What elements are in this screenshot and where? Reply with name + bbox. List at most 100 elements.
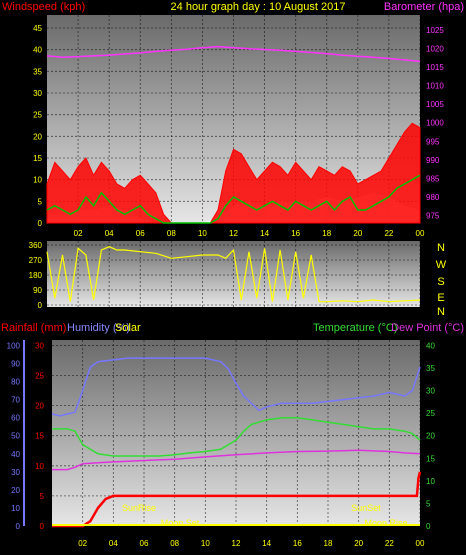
windspeed-axis-title: Windspeed (kph) [2, 1, 85, 13]
time-tick-label: 06 [136, 229, 145, 238]
solar-axis-title: Solar [115, 322, 141, 334]
time-tick-label: 22 [385, 539, 394, 548]
wind-direction-series [46, 246, 421, 303]
sunset-label: SunSet [351, 503, 381, 513]
dew-point-axis-title: Dew Point (°C) [391, 322, 464, 334]
barometer-tick-label: 975 [426, 212, 440, 221]
windspeed-tick-label: 0 [38, 219, 43, 228]
barometer-tick-label: 995 [426, 137, 440, 146]
humidity-tick-label: 0 [16, 522, 21, 531]
time-tick-label: 18 [322, 229, 331, 238]
humidity-series [51, 357, 421, 417]
barometer-axis-title: Barometer (hpa) [384, 1, 464, 13]
time-tick-label: 18 [324, 539, 333, 548]
barometer-tick-label: 1005 [426, 100, 444, 109]
barometer-tick-label: 1000 [426, 119, 444, 128]
time-tick-label: 04 [105, 229, 114, 238]
time-tick-label: 02 [74, 229, 83, 238]
moonrise-label: Moon Rise [364, 518, 407, 528]
time-tick-label: 22 [384, 229, 393, 238]
time-tick-label: 04 [109, 539, 118, 548]
time-tick-label: 06 [140, 539, 149, 548]
temperature-tick-label: 40 [426, 341, 435, 350]
direction-tick-label: 180 [29, 271, 43, 280]
barometer-series [46, 45, 421, 63]
barometer-tick-label: 1010 [426, 82, 444, 91]
compass-label: W [436, 259, 447, 271]
time-tick-label: 02 [78, 539, 87, 548]
rainfall-tick-label: 0 [40, 522, 45, 531]
humidity-tick-label: 10 [11, 504, 20, 513]
barometer-tick-label: 980 [426, 193, 440, 202]
humidity-axis-title: Humidity (%) [67, 322, 130, 334]
time-tick-label: 12 [232, 539, 241, 548]
compass-label: S [437, 276, 444, 288]
humidity-tick-label: 30 [11, 468, 20, 477]
temperature-tick-label: 10 [426, 477, 435, 486]
time-tick-label: 14 [260, 229, 269, 238]
barometer-tick-label: 1015 [426, 63, 444, 72]
barometer-tick-label: 1020 [426, 44, 444, 53]
moonset-label: Moon Set [161, 518, 200, 528]
temperature-tick-label: 20 [426, 432, 435, 441]
direction-tick-label: 0 [38, 301, 43, 310]
time-tick-label: 00 [416, 539, 425, 548]
rainfall-tick-label: 30 [35, 341, 44, 350]
windspeed-tick-label: 25 [33, 111, 42, 120]
windspeed-tick-label: 5 [38, 197, 43, 206]
rainfall-axis-title: Rainfall (mm) [1, 322, 66, 334]
humidity-tick-label: 40 [11, 450, 20, 459]
rainfall-tick-label: 10 [35, 462, 44, 471]
temperature-tick-label: 0 [426, 522, 431, 531]
time-tick-label: 08 [170, 539, 179, 548]
windspeed-tick-label: 35 [33, 67, 42, 76]
humidity-tick-label: 80 [11, 378, 20, 387]
humidity-tick-label: 50 [11, 432, 20, 441]
temperature-tick-label: 25 [426, 409, 435, 418]
time-tick-label: 10 [198, 229, 207, 238]
humidity-tick-label: 20 [11, 486, 20, 495]
windspeed-tick-label: 15 [33, 154, 42, 163]
dew-point-series [52, 449, 421, 471]
wind-gust-series [46, 122, 421, 224]
time-tick-label: 14 [262, 539, 271, 548]
humidity-tick-label: 90 [11, 359, 20, 368]
chart-title: 24 hour graph day : 10 August 2017 [171, 1, 346, 13]
time-tick-label: 20 [353, 229, 362, 238]
windspeed-tick-label: 10 [33, 176, 42, 185]
sunrise-label: SunRise [122, 503, 156, 513]
windspeed-tick-label: 30 [33, 89, 42, 98]
humidity-tick-label: 70 [11, 396, 20, 405]
rainfall-tick-label: 25 [35, 372, 44, 381]
time-tick-label: 16 [291, 229, 300, 238]
time-tick-label: 00 [416, 229, 425, 238]
compass-label: N [437, 242, 445, 254]
temperature-tick-label: 15 [426, 454, 435, 463]
direction-tick-label: 90 [33, 286, 42, 295]
time-tick-label: 10 [201, 539, 210, 548]
wind-average-series [46, 174, 421, 224]
humidity-tick-label: 100 [7, 341, 21, 350]
temperature-tick-label: 5 [426, 499, 431, 508]
compass-label: E [437, 292, 444, 304]
windspeed-tick-label: 45 [33, 24, 42, 33]
direction-tick-label: 270 [29, 256, 43, 265]
time-tick-label: 20 [354, 539, 363, 548]
temperature-series [52, 416, 421, 457]
humidity-tick-label: 60 [11, 414, 20, 423]
windspeed-tick-label: 20 [33, 132, 42, 141]
rainfall-tick-label: 20 [35, 402, 44, 411]
barometer-tick-label: 990 [426, 156, 440, 165]
rainfall-tick-label: 15 [35, 432, 44, 441]
rainfall-tick-label: 5 [40, 492, 45, 501]
temperature-tick-label: 35 [426, 364, 435, 373]
compass-label: N [437, 306, 445, 318]
time-tick-label: 16 [293, 539, 302, 548]
time-tick-label: 12 [229, 229, 238, 238]
barometer-tick-label: 1025 [426, 26, 444, 35]
time-tick-label: 08 [167, 229, 176, 238]
windspeed-tick-label: 40 [33, 46, 42, 55]
temperature-tick-label: 30 [426, 387, 435, 396]
direction-tick-label: 360 [29, 241, 43, 250]
